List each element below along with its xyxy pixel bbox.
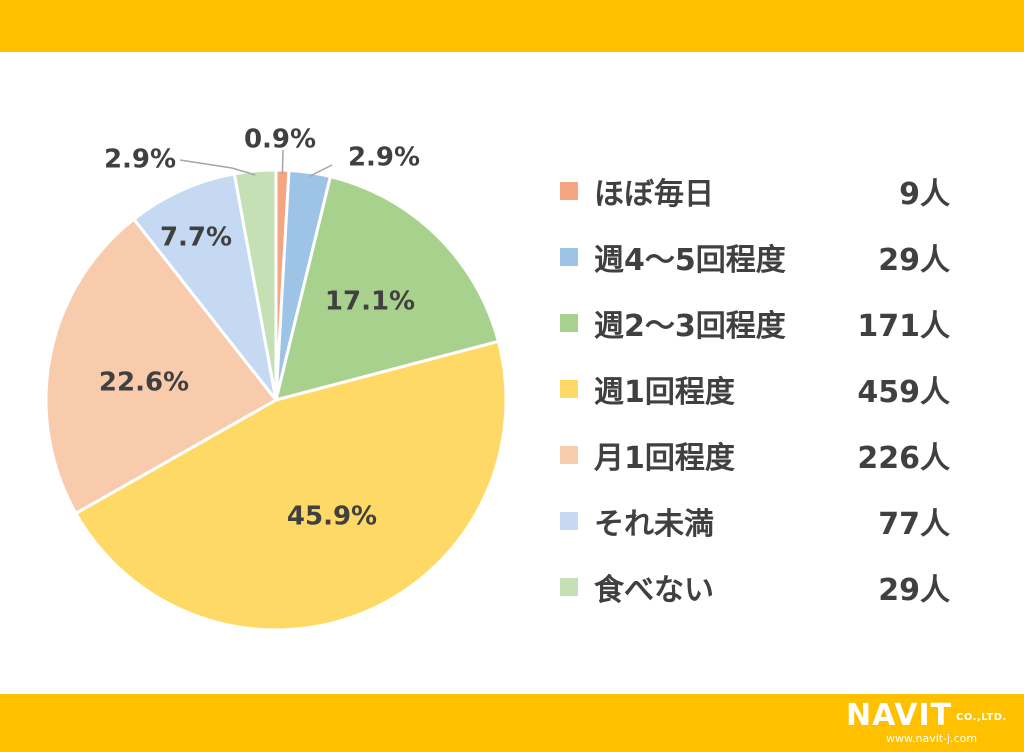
pie-slices [44,168,508,632]
navit-logo: NAVIT CO.,LTD. www.navit-j.com [846,700,1018,746]
legend-swatch [560,512,578,530]
pie-slice-4 [73,339,508,632]
legend-count: 9人 [899,177,950,212]
legend-item-3: 週2～3回程度 171人 [560,290,1000,356]
legend-label: 週1回程度 [594,375,735,410]
legend-item-1: ほぼ毎日 9人 [560,158,1000,224]
legend-label: 食べない [594,573,714,608]
legend-count: 171人 [857,309,950,344]
legend-item-5: 月1回程度 226人 [560,422,1000,488]
pie-label-2: 2.9% [348,143,420,173]
legend-swatch [560,380,578,398]
legend-count: 77人 [878,507,950,542]
pie-label-5: 22.6% [99,368,189,398]
legend-count: 29人 [878,573,950,608]
legend: ほぼ毎日 9人 週4～5回程度 29人 週2～3回程度 171人 週1回程度 459人 月1回程… [560,158,1000,620]
pie-label-1: 0.9% [244,125,316,155]
pie-label-3: 17.1% [325,287,415,317]
logo-suffix: CO.,LTD. [956,712,1007,723]
legend-count: 226人 [857,441,950,476]
pie-label-4: 45.9% [287,502,377,532]
leader-line-7 [179,159,256,176]
legend-swatch [560,248,578,266]
pie-labels: 0.9% 2.9% 17.1% 45.9% 22.6% 7.7% 2.9% [99,125,420,532]
legend-label: 週4～5回程度 [594,243,786,278]
top-banner [0,0,1024,52]
legend-label: それ未満 [594,507,714,542]
legend-count: 459人 [857,375,950,410]
legend-item-4: 週1回程度 459人 [560,356,1000,422]
logo-name: NAVIT [846,698,953,733]
legend-label: 月1回程度 [594,441,735,476]
pie-slice-7 [232,168,278,401]
pie-slice-3 [273,174,501,403]
pie-slice-5 [44,217,279,516]
leader-lines [179,149,333,178]
leader-line-1 [281,149,284,175]
legend-swatch [560,578,578,596]
leader-line-2 [308,164,333,178]
legend-swatch [560,446,578,464]
logo-url: www.navit-j.com [886,732,978,745]
legend-label: 週2～3回程度 [594,309,786,344]
legend-item-7: 食べない 29人 [560,554,1000,620]
pie-label-6: 7.7% [160,223,232,253]
legend-swatch [560,314,578,332]
legend-swatch [560,182,578,200]
legend-item-2: 週4～5回程度 29人 [560,224,1000,290]
legend-item-6: それ未満 77人 [560,488,1000,554]
legend-label: ほぼ毎日 [594,177,714,212]
legend-count: 29人 [878,243,950,278]
bottom-banner [0,694,1024,752]
pie-slice-6 [131,172,278,401]
pie-label-7: 2.9% [104,145,176,175]
